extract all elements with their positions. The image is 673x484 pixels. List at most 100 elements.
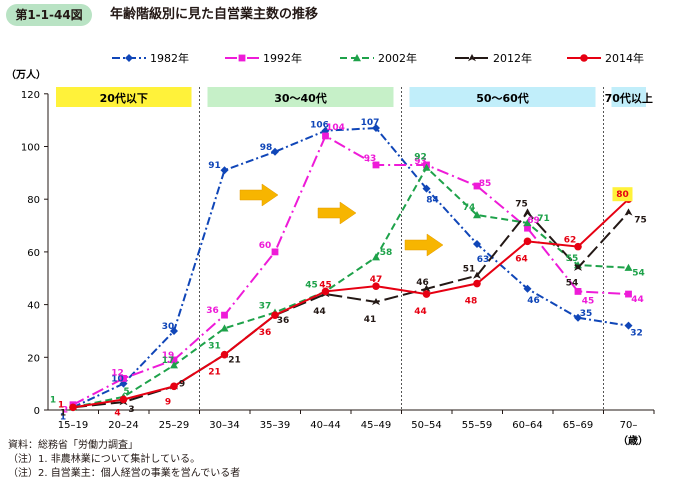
data-point (271, 248, 279, 256)
x-tick-label: 35–39 (260, 420, 290, 431)
data-point (372, 124, 380, 133)
legend: 1982年 1992年 2002年 2012年 2014年 (112, 51, 644, 65)
data-label: 36 (259, 328, 272, 338)
y-tick-label: 20 (27, 353, 40, 364)
data-label: 93 (414, 157, 427, 167)
data-point (220, 350, 229, 359)
x-tick-label: 15–19 (58, 420, 88, 431)
data-label: 75 (515, 199, 528, 209)
data-label: 44 (414, 307, 427, 317)
trend-arrow (317, 201, 357, 225)
data-label: 45 (582, 296, 595, 306)
data-point (574, 313, 582, 322)
data-point (220, 324, 229, 332)
data-label: 80 (616, 190, 629, 200)
x-tick-label: 50–54 (411, 420, 441, 431)
data-point (574, 263, 582, 271)
data-point (271, 147, 279, 156)
data-label: 30 (162, 322, 175, 332)
data-point (473, 182, 481, 190)
data-label: 47 (370, 275, 383, 285)
series-line (72, 134, 629, 406)
data-point (271, 311, 279, 319)
data-label: 36 (277, 316, 290, 326)
y-tick-label: 120 (21, 90, 40, 101)
data-label: 21 (208, 368, 221, 378)
x-tick-label: 25–29 (159, 420, 189, 431)
data-label: 54 (566, 279, 579, 289)
legend-marker (580, 54, 588, 62)
data-label: 107 (361, 118, 380, 128)
data-point (221, 311, 228, 319)
note-1: （注）1. 非農林業について集計している。 (8, 454, 201, 465)
data-point (524, 224, 531, 232)
data-point (625, 290, 632, 298)
data-point (473, 211, 481, 219)
data-point (574, 242, 582, 251)
data-point (624, 263, 633, 271)
data-label: 44 (631, 295, 644, 305)
trend-arrow (404, 233, 444, 257)
series (69, 208, 633, 411)
y-tick-label: 100 (21, 143, 40, 154)
data-label: 75 (634, 215, 647, 225)
y-axis-label: （万人） (6, 68, 46, 81)
data-label: 1 (60, 412, 66, 422)
data-label: 36 (206, 306, 219, 316)
data-label: 9 (179, 379, 185, 389)
data-point (170, 382, 178, 391)
age-group-band (611, 87, 646, 107)
data-point (422, 184, 431, 193)
data-label: 84 (426, 196, 439, 206)
data-point (422, 163, 431, 171)
legend-label: 2014年 (605, 51, 644, 65)
data-label: 45 (319, 280, 332, 290)
x-tick-label: 30–34 (209, 420, 239, 431)
data-label: 51 (463, 265, 476, 275)
data-label: 64 (515, 254, 528, 264)
data-label: 12 (111, 368, 124, 378)
series-line (72, 165, 629, 409)
x-axis-label: （歳） (618, 434, 648, 447)
x-tick-label: 40–44 (310, 420, 340, 431)
data-point (574, 288, 582, 295)
legend-label: 1982年 (150, 51, 189, 65)
data-point (170, 356, 178, 364)
data-label: 31 (208, 341, 221, 351)
series (69, 163, 633, 411)
age-group-band (207, 87, 394, 107)
series-line (72, 198, 630, 409)
x-tick-label: 55–59 (462, 420, 492, 431)
data-point (372, 282, 380, 290)
data-point (119, 395, 128, 404)
data-point (473, 279, 481, 288)
data-point (220, 166, 229, 175)
age-group-label: 20代以下 (100, 91, 148, 105)
data-label: 9 (165, 397, 171, 407)
series-line (72, 127, 629, 409)
data-point (624, 321, 633, 330)
data-label: 46 (527, 296, 540, 306)
data-point (372, 161, 380, 169)
data-label: 60 (259, 241, 272, 251)
x-tick-label: 60–64 (512, 420, 542, 431)
highlight-box (612, 187, 633, 202)
legend-marker (125, 54, 133, 62)
data-label: 58 (380, 248, 393, 258)
data-point (69, 403, 77, 412)
data-point (321, 287, 330, 296)
data-point (422, 284, 431, 292)
figure-title: 年齢階級別に見た自営業主数の推移 (110, 7, 319, 22)
figure-number-badge: 第1-1-44図 (6, 4, 92, 26)
data-point (523, 218, 532, 227)
data-label: 46 (416, 278, 429, 288)
data-point (624, 208, 633, 216)
x-tick-label: 45–49 (361, 420, 391, 431)
note-2: （注）2. 自営業主：個人経営の事業を営んでいる者 (8, 468, 241, 479)
data-label: 2 (62, 406, 68, 416)
data-label: 106 (310, 121, 329, 131)
y-tick-label: 40 (27, 301, 40, 312)
data-label: 10 (111, 375, 124, 385)
data-point (372, 253, 380, 261)
